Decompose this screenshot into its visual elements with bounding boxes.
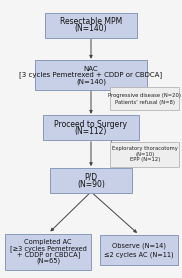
Text: [≥3 cycles Pemetrexed: [≥3 cycles Pemetrexed — [10, 245, 87, 252]
Text: (N=140): (N=140) — [76, 78, 106, 85]
FancyBboxPatch shape — [50, 168, 132, 193]
Text: (N=112): (N=112) — [75, 127, 107, 136]
Text: (N=140): (N=140) — [75, 24, 107, 33]
Text: Progressive disease (N=20): Progressive disease (N=20) — [108, 93, 181, 98]
Text: [3 cycles Pemetrexed + CDDP or CBDCA]: [3 cycles Pemetrexed + CDDP or CBDCA] — [19, 72, 163, 78]
FancyBboxPatch shape — [35, 61, 147, 90]
Text: (N=65): (N=65) — [36, 258, 60, 264]
Text: (N=90): (N=90) — [77, 180, 105, 189]
FancyBboxPatch shape — [110, 142, 179, 167]
FancyBboxPatch shape — [100, 235, 178, 265]
Text: P/D: P/D — [84, 172, 98, 182]
FancyBboxPatch shape — [45, 13, 137, 38]
Text: Patients' refusal (N=8): Patients' refusal (N=8) — [115, 100, 175, 105]
Text: Exploratory thoracotomy: Exploratory thoracotomy — [112, 146, 178, 151]
FancyBboxPatch shape — [5, 234, 91, 270]
Text: (N=10): (N=10) — [135, 152, 154, 157]
Text: Proceed to Surgery: Proceed to Surgery — [54, 120, 128, 129]
Text: Observe (N=14): Observe (N=14) — [112, 242, 166, 249]
Text: EPP (N=12): EPP (N=12) — [130, 157, 160, 162]
FancyBboxPatch shape — [110, 87, 179, 110]
Text: NAC: NAC — [84, 66, 98, 72]
FancyBboxPatch shape — [43, 115, 139, 140]
Text: ≤2 cycles AC (N=11): ≤2 cycles AC (N=11) — [104, 252, 174, 258]
Text: Completed AC: Completed AC — [24, 239, 72, 245]
Text: Resectable MPM: Resectable MPM — [60, 17, 122, 26]
Text: + CDDP or CBDCA]: + CDDP or CBDCA] — [17, 251, 80, 258]
